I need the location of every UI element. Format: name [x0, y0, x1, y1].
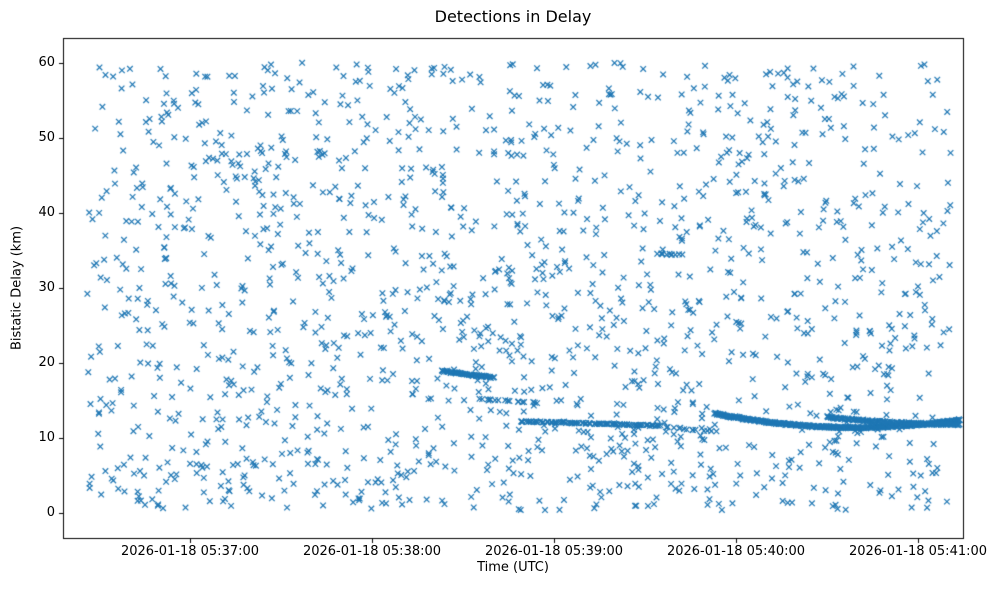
chart-title: Detections in Delay [434, 7, 592, 26]
x-tick-label: 2026-01-18 05:41:00 [848, 544, 988, 559]
x-tick-label: 2026-01-18 05:38:00 [302, 544, 442, 559]
y-tick-label: 50 [38, 130, 55, 145]
y-tick-label: 0 [46, 505, 55, 520]
y-tick-label: 40 [38, 205, 55, 220]
x-tick-label: 2026-01-18 05:37:00 [120, 544, 260, 559]
y-tick-label: 30 [38, 280, 55, 295]
x-axis-label: Time (UTC) [477, 560, 549, 575]
y-tick-label: 10 [38, 430, 55, 445]
y-tick-label: 60 [38, 55, 55, 70]
x-tick-label: 2026-01-18 05:39:00 [484, 544, 624, 559]
y-tick-label: 20 [38, 355, 55, 370]
x-tick-label: 2026-01-18 05:40:00 [666, 544, 806, 559]
